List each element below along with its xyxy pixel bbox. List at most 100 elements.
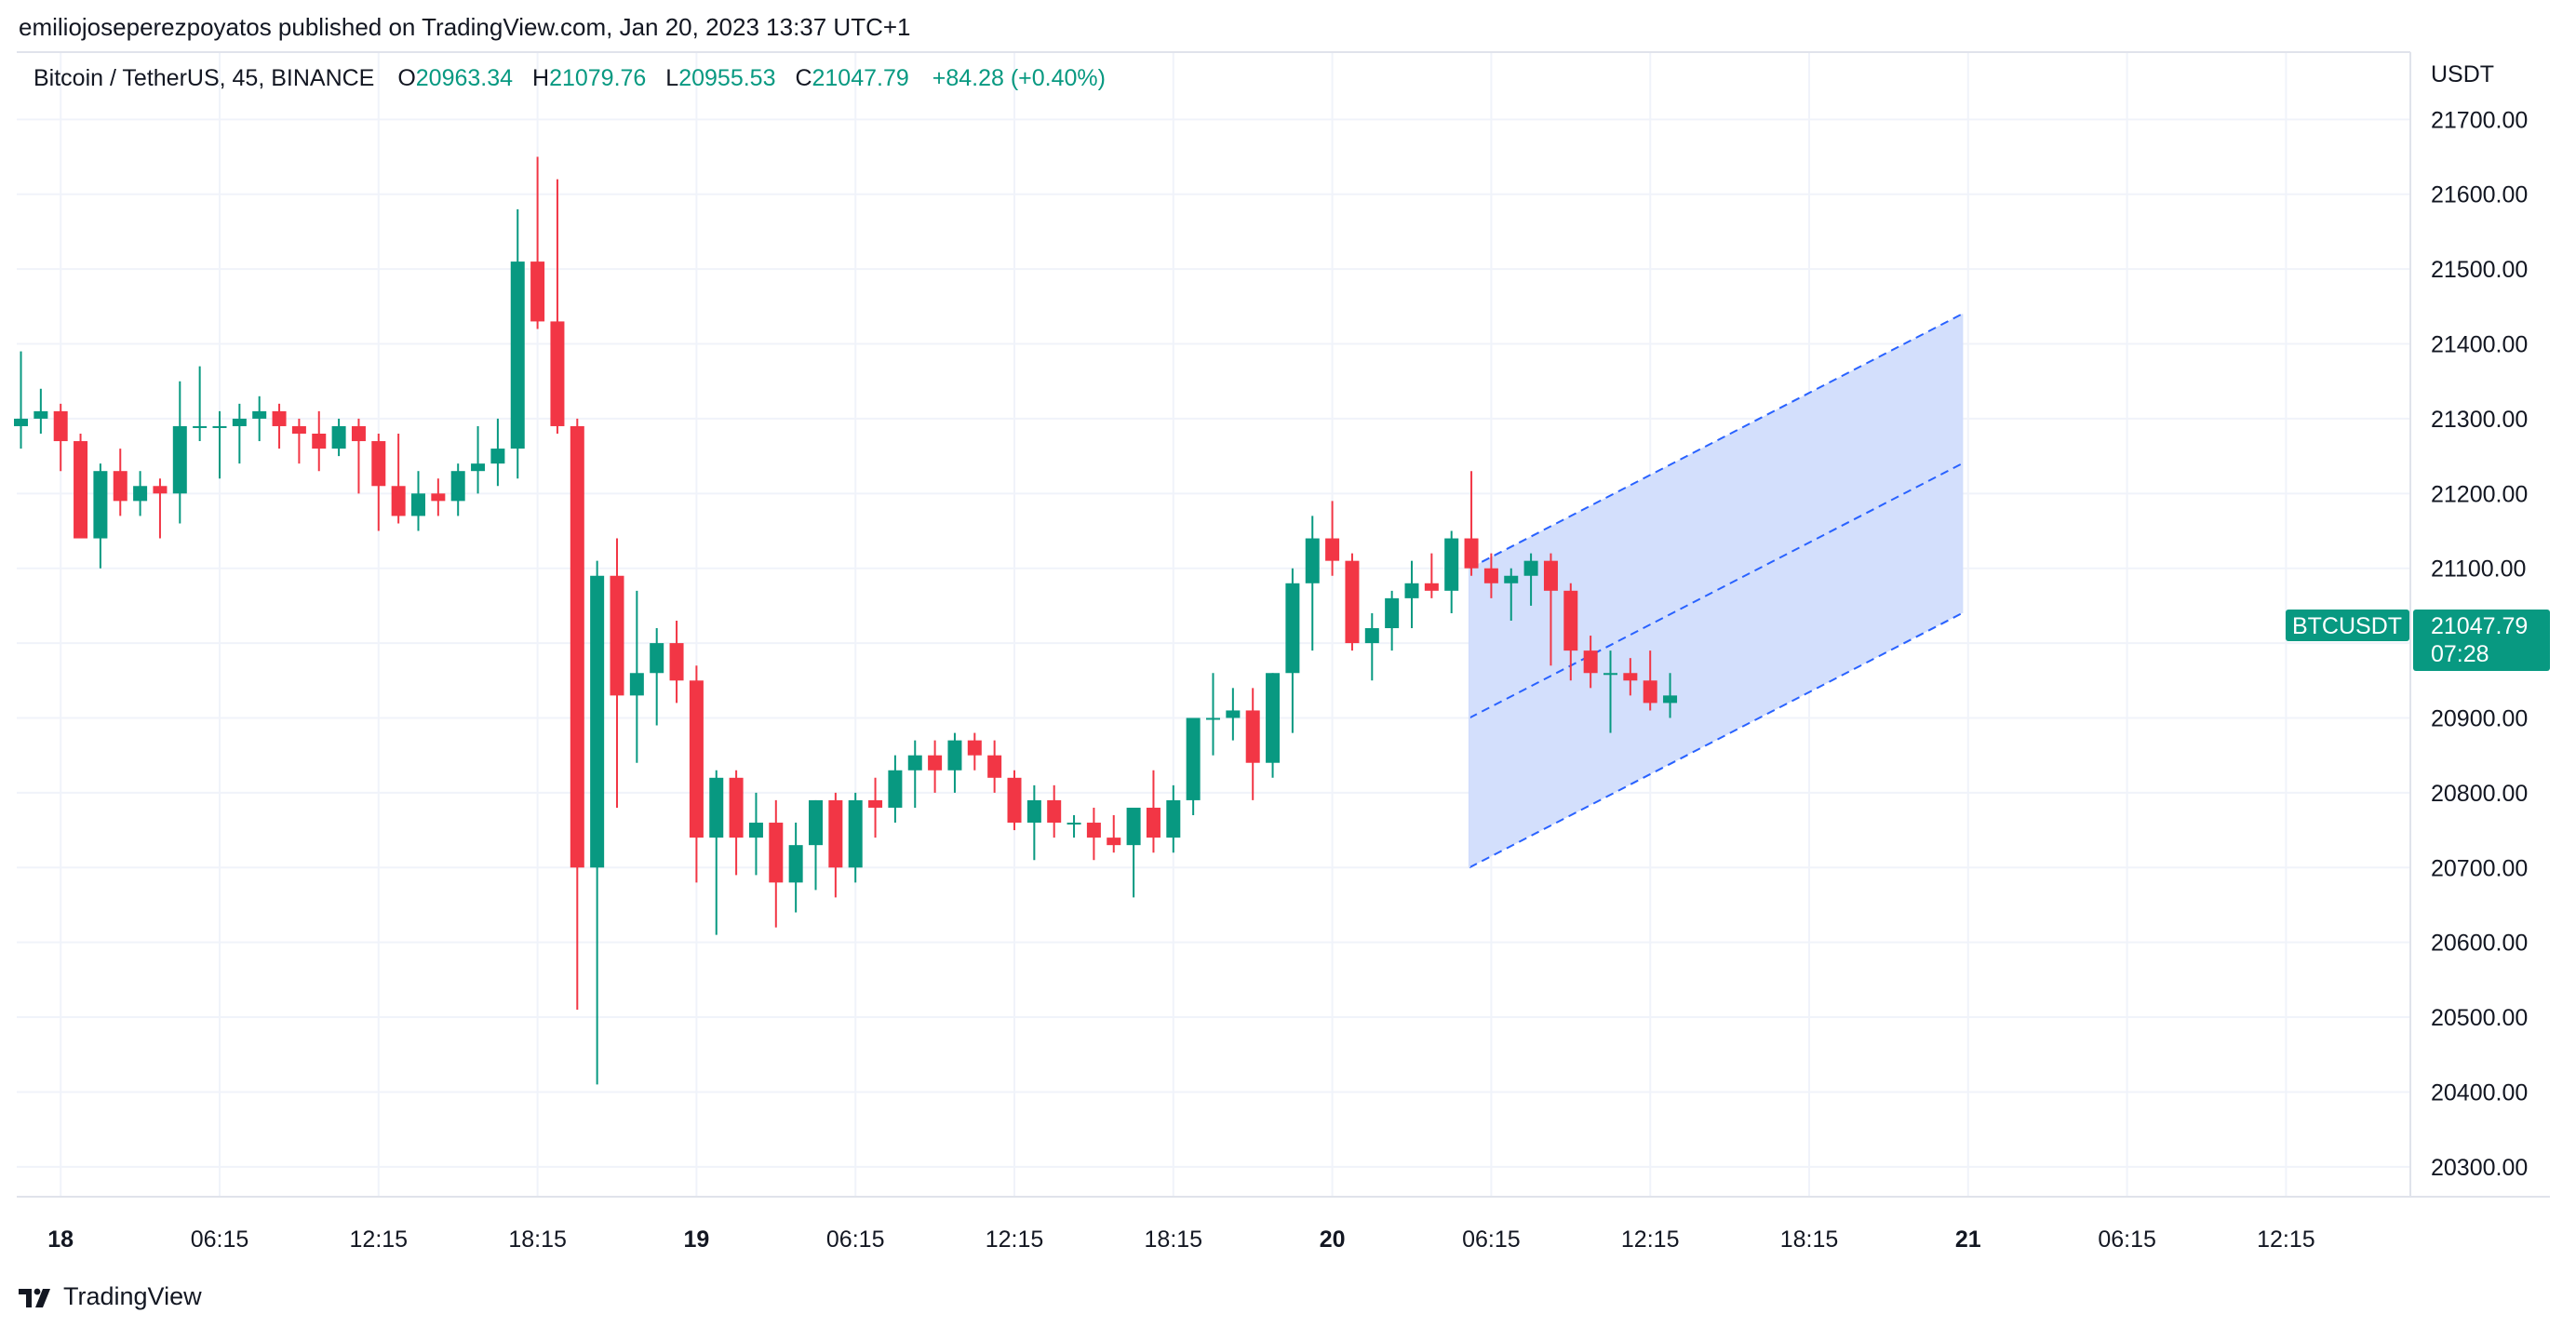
- candle-up[interactable]: [1266, 673, 1281, 778]
- candle-down[interactable]: [153, 478, 168, 539]
- candle-down[interactable]: [291, 418, 306, 464]
- candle-up[interactable]: [1166, 784, 1181, 853]
- candle-down[interactable]: [1563, 583, 1578, 681]
- candle-down[interactable]: [1245, 688, 1260, 800]
- candle-down[interactable]: [967, 732, 982, 771]
- candle-up[interactable]: [212, 410, 227, 479]
- candle-up[interactable]: [848, 792, 863, 883]
- candle-up[interactable]: [788, 823, 803, 913]
- candle-down[interactable]: [113, 449, 127, 516]
- candle-up[interactable]: [510, 208, 525, 479]
- candle-down[interactable]: [1007, 770, 1022, 831]
- candle-up[interactable]: [1226, 688, 1241, 741]
- candle-up[interactable]: [1523, 553, 1538, 606]
- candle-down[interactable]: [570, 418, 584, 1011]
- candle-down[interactable]: [1047, 784, 1062, 838]
- candle-up[interactable]: [709, 770, 724, 935]
- candle-up[interactable]: [650, 628, 664, 726]
- candle-up[interactable]: [1067, 815, 1081, 838]
- candle-down[interactable]: [1623, 658, 1638, 696]
- channel-lower-line[interactable]: [1469, 612, 1963, 869]
- candle-up[interactable]: [809, 799, 823, 891]
- candle-down[interactable]: [928, 740, 943, 793]
- y-tick-label: 20700.00: [2431, 855, 2528, 881]
- candle-up[interactable]: [411, 471, 425, 531]
- candle-up[interactable]: [1206, 673, 1220, 756]
- channel-fill: [1469, 314, 1963, 868]
- candle-down[interactable]: [1345, 553, 1360, 651]
- candle-down[interactable]: [1086, 807, 1101, 861]
- candle-up[interactable]: [34, 388, 48, 434]
- candle-up[interactable]: [888, 755, 903, 824]
- candle-up[interactable]: [1364, 612, 1379, 681]
- candle-up[interactable]: [93, 463, 108, 569]
- candle-up[interactable]: [1126, 807, 1141, 898]
- candle-up[interactable]: [133, 471, 148, 516]
- candle-down[interactable]: [729, 770, 744, 876]
- candle-down[interactable]: [1643, 650, 1657, 711]
- candle-down[interactable]: [610, 538, 624, 808]
- candle-up[interactable]: [590, 560, 605, 1085]
- candle-up[interactable]: [232, 403, 247, 464]
- candle-body: [1483, 568, 1498, 583]
- channel-upper-line[interactable]: [1469, 313, 1963, 570]
- candle-down[interactable]: [689, 665, 704, 883]
- candle-up[interactable]: [450, 463, 465, 516]
- last-price-tag[interactable]: BTCUSDT 21047.79 07:28: [2286, 610, 2550, 671]
- candle-up[interactable]: [14, 351, 28, 449]
- candle-down[interactable]: [987, 740, 1002, 793]
- candle-up[interactable]: [1603, 650, 1617, 733]
- candle-down[interactable]: [1325, 501, 1340, 576]
- candle-down[interactable]: [828, 792, 843, 898]
- candle-down[interactable]: [530, 156, 545, 329]
- candle-up[interactable]: [1504, 568, 1519, 621]
- candle-up[interactable]: [907, 740, 922, 808]
- legend-close-label: C: [795, 65, 812, 91]
- candle-up[interactable]: [1285, 568, 1300, 733]
- candle-body: [1424, 583, 1439, 591]
- candle-up[interactable]: [1663, 673, 1678, 718]
- candle-down[interactable]: [868, 777, 883, 838]
- footer-brand[interactable]: TradingView: [63, 1282, 202, 1310]
- candle-down[interactable]: [1107, 815, 1121, 853]
- candle-up[interactable]: [331, 418, 346, 457]
- candle-up[interactable]: [1305, 516, 1320, 651]
- candle-down[interactable]: [1583, 636, 1598, 689]
- candle-down[interactable]: [769, 799, 784, 928]
- regression-channel[interactable]: [1468, 313, 1964, 869]
- tradingview-logo-icon[interactable]: [17, 1285, 56, 1309]
- candle-down[interactable]: [391, 434, 406, 524]
- candle-down[interactable]: [1146, 770, 1161, 853]
- candle-down[interactable]: [1464, 471, 1479, 576]
- candle-up[interactable]: [748, 792, 763, 876]
- candle-up[interactable]: [629, 590, 644, 763]
- candle-up[interactable]: [1026, 784, 1041, 861]
- candle-down[interactable]: [669, 620, 684, 704]
- candle-up[interactable]: [1186, 717, 1201, 815]
- candle-body: [967, 740, 982, 756]
- candle-down[interactable]: [371, 434, 386, 531]
- candle-down[interactable]: [1483, 553, 1498, 598]
- candle-up[interactable]: [172, 381, 187, 524]
- channel-middle-line[interactable]: [1469, 462, 1963, 719]
- candle-up[interactable]: [1385, 590, 1400, 651]
- candle-up[interactable]: [1404, 560, 1419, 629]
- candle-down[interactable]: [74, 434, 88, 539]
- candle-up[interactable]: [193, 366, 208, 442]
- candle-up[interactable]: [947, 732, 962, 793]
- candle-up[interactable]: [252, 395, 267, 442]
- candle-down[interactable]: [312, 410, 327, 472]
- candle-down[interactable]: [1424, 553, 1439, 598]
- candle-down[interactable]: [550, 179, 565, 434]
- candle-up[interactable]: [490, 418, 505, 487]
- candle-down[interactable]: [53, 403, 68, 472]
- candle-up[interactable]: [1444, 530, 1459, 613]
- candle-body: [550, 321, 565, 426]
- candle-down[interactable]: [431, 478, 446, 516]
- candle-down[interactable]: [351, 418, 366, 494]
- candle-up[interactable]: [471, 425, 486, 494]
- candle-down[interactable]: [1543, 553, 1558, 666]
- candle-down[interactable]: [272, 403, 287, 449]
- candle-body: [471, 463, 486, 472]
